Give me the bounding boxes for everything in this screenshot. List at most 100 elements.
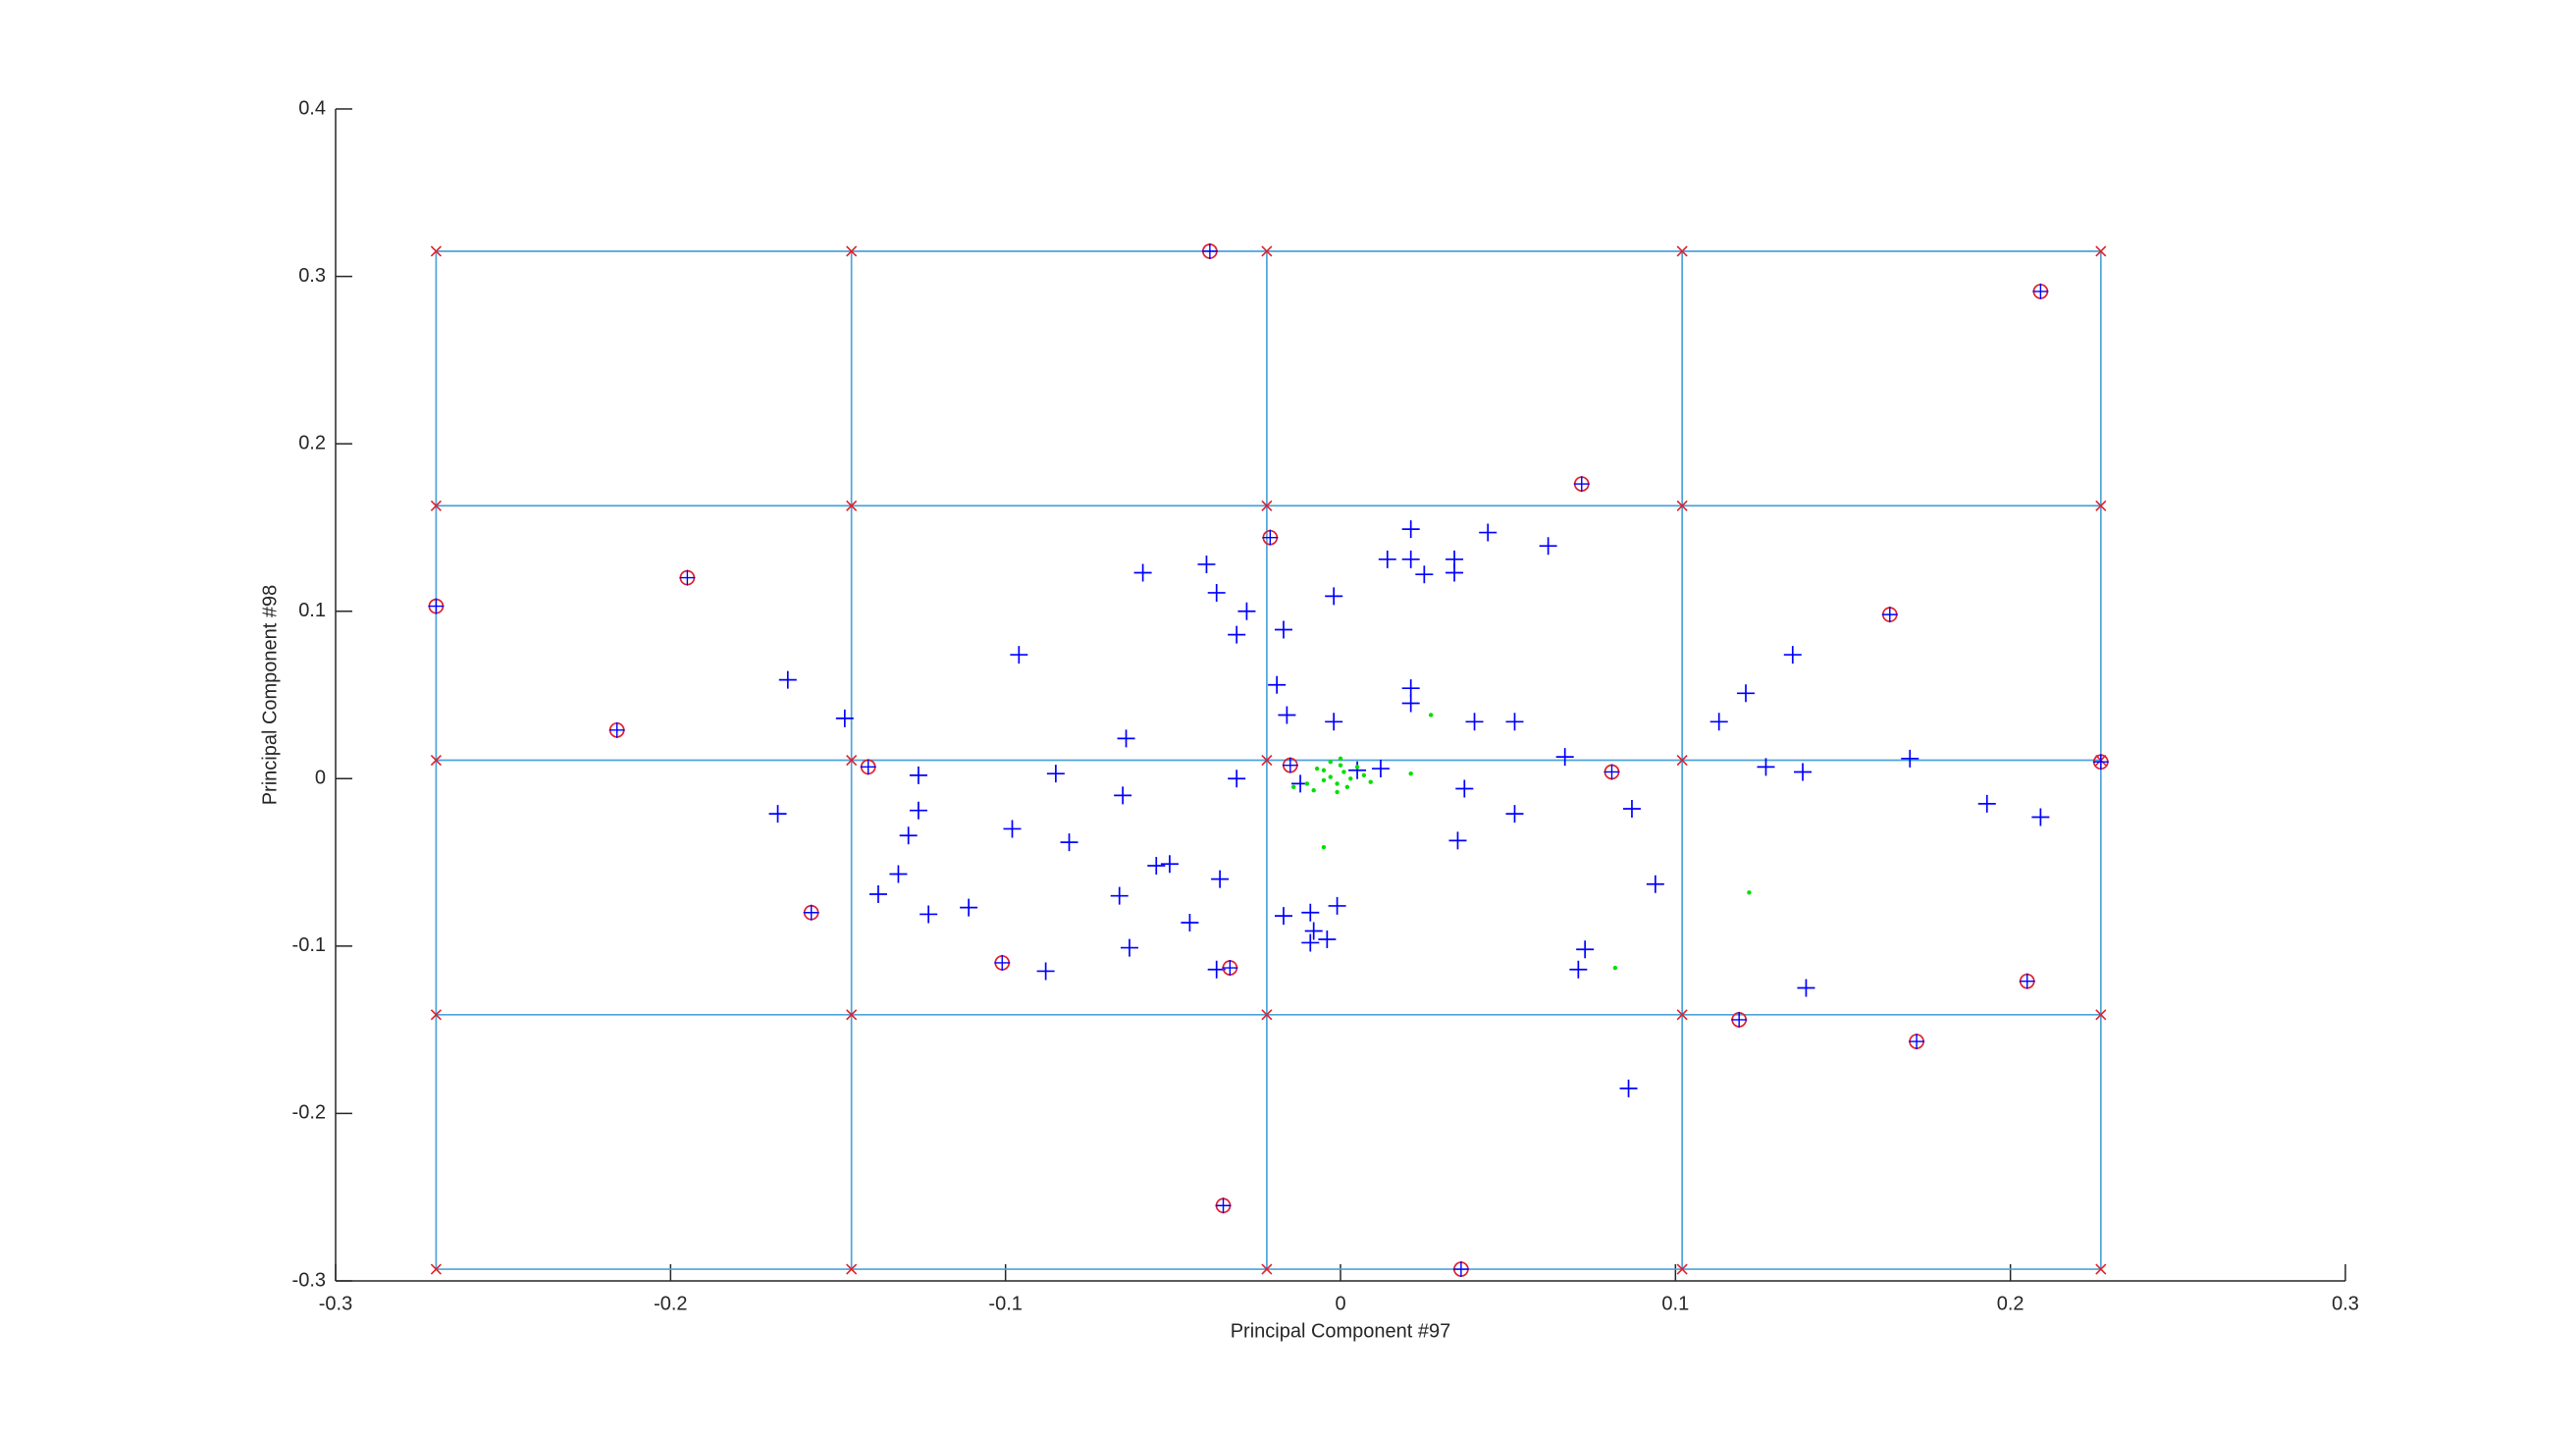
plus-point xyxy=(1794,763,1813,781)
circle-cross xyxy=(994,954,1011,971)
plus-point xyxy=(1401,550,1420,568)
plus-point xyxy=(1304,922,1323,940)
dot-point xyxy=(1311,788,1316,793)
circle-point xyxy=(2032,283,2049,299)
mesh-node xyxy=(1261,245,1273,257)
dot-point xyxy=(1304,781,1310,786)
x-axis-label: Principal Component #97 xyxy=(1231,1320,1451,1342)
plus-point xyxy=(1010,646,1028,665)
plus-point xyxy=(1465,713,1484,731)
circle-cross xyxy=(1201,242,1218,259)
circle-cross xyxy=(608,721,625,738)
plus-point xyxy=(960,898,978,917)
plus-point xyxy=(1539,537,1557,556)
dot-point xyxy=(1321,777,1327,783)
circle-cross xyxy=(1881,607,1898,623)
plus-point xyxy=(1576,940,1595,959)
circle-cross xyxy=(860,759,876,775)
dot-point xyxy=(1747,890,1752,895)
circle-point xyxy=(1201,242,1218,259)
plus-point xyxy=(1401,679,1420,698)
plus-point xyxy=(1401,520,1420,539)
plus-point xyxy=(889,865,908,883)
dot-point xyxy=(1314,766,1320,771)
plus-point xyxy=(1505,713,1524,731)
plus-point xyxy=(1325,713,1343,731)
y-tick-label: -0.3 xyxy=(292,1269,326,1291)
plus-point xyxy=(1569,960,1588,979)
circle-cross xyxy=(2092,754,2109,771)
plus-point xyxy=(1110,886,1129,905)
circle-point xyxy=(1573,476,1590,493)
x-tick-label: -0.1 xyxy=(988,1293,1022,1314)
plus-point xyxy=(1797,979,1815,997)
mesh-node xyxy=(2095,1263,2107,1275)
x-tick-label: 0.1 xyxy=(1661,1293,1689,1314)
plus-point xyxy=(899,826,918,845)
x-tick-label: 0 xyxy=(1335,1293,1345,1314)
circle-cross xyxy=(803,904,819,921)
plus-point xyxy=(1237,602,1256,620)
plus-point xyxy=(1114,786,1132,805)
circle-cross xyxy=(1262,529,1279,546)
plus-point xyxy=(1318,931,1337,949)
plus-point xyxy=(778,670,797,689)
plus-point xyxy=(1325,587,1343,606)
plus-point xyxy=(1120,938,1138,957)
plus-point xyxy=(1371,760,1390,778)
plus-point xyxy=(2031,808,2050,826)
plus-point xyxy=(1783,646,1802,665)
dot-point xyxy=(1338,756,1343,762)
dot-point xyxy=(1341,770,1346,774)
plus-point xyxy=(1301,903,1320,922)
mesh-node xyxy=(1676,754,1688,767)
circle-cross xyxy=(2032,283,2049,299)
mesh-node xyxy=(1261,500,1273,511)
plus-point xyxy=(1274,620,1292,639)
plus-point xyxy=(868,884,887,903)
plus-point xyxy=(1228,770,1246,788)
dot-point xyxy=(1348,776,1353,781)
y-tick-label: 0.1 xyxy=(298,600,326,621)
circle-cross xyxy=(1603,764,1620,780)
plus-point xyxy=(1274,907,1292,926)
plus-point xyxy=(1301,933,1320,952)
plus-point xyxy=(1268,675,1287,694)
circle-cross xyxy=(1452,1261,1469,1278)
circle-point xyxy=(803,904,819,921)
circle-point xyxy=(1881,607,1898,623)
circle-cross xyxy=(1573,476,1590,493)
circle-point xyxy=(1215,1197,1232,1214)
mesh-node xyxy=(2095,245,2107,257)
mesh-node xyxy=(1676,1263,1688,1275)
plus-point xyxy=(1901,749,1919,768)
mesh-node xyxy=(430,1009,442,1021)
plus-point xyxy=(835,709,854,727)
circle-point xyxy=(2019,973,2035,989)
y-tick-label: 0.4 xyxy=(298,97,326,119)
dot-point xyxy=(1321,845,1327,850)
plus-point xyxy=(1455,779,1474,798)
plus-point xyxy=(1328,896,1346,915)
mesh-node xyxy=(2095,1009,2107,1021)
y-tick-label: 0.2 xyxy=(298,432,326,453)
y-tick-label: -0.2 xyxy=(292,1102,326,1124)
circle-cross xyxy=(679,569,696,586)
plus-point xyxy=(909,801,927,820)
plus-point xyxy=(1646,875,1664,893)
plus-point xyxy=(1401,694,1420,713)
y-tick-label: 0 xyxy=(315,768,326,789)
x-tick-label: -0.3 xyxy=(319,1293,352,1314)
plus-point xyxy=(1555,748,1574,767)
plus-point xyxy=(1709,713,1728,731)
circle-cross xyxy=(1222,960,1238,977)
dot-point xyxy=(1335,789,1340,795)
circle-cross xyxy=(428,598,445,614)
plus-point xyxy=(1147,856,1166,875)
x-tick-label: 0.2 xyxy=(1997,1293,2024,1314)
dot-point xyxy=(1335,781,1340,786)
plus-point xyxy=(1003,820,1022,838)
y-tick-label: 0.3 xyxy=(298,265,326,287)
